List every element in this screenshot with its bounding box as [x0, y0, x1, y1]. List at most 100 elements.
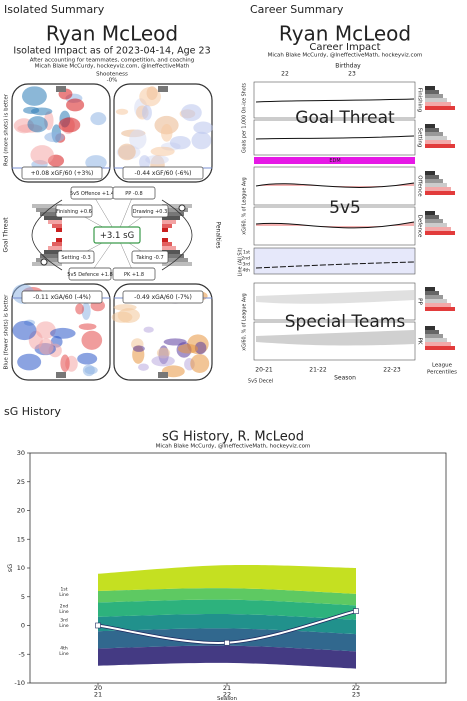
heat-blob [117, 308, 140, 323]
x-tick-label: 22 [223, 691, 231, 699]
x-axis-label: Season [217, 696, 237, 701]
team-label: EDM [329, 158, 340, 164]
heat-blob [143, 326, 154, 333]
distribution-band [162, 250, 180, 254]
component-label-box [55, 204, 93, 218]
center-box [93, 226, 141, 244]
panel-watermark: Special Teams [285, 312, 406, 332]
percentile-bar [425, 342, 451, 346]
heat-blob [169, 135, 191, 150]
percentile-bar [425, 211, 435, 215]
trend-line [255, 135, 415, 140]
percentile-bar [425, 223, 447, 227]
band-label: 1st [61, 587, 68, 593]
percentile-bar [425, 303, 451, 307]
trend-fill [256, 290, 414, 304]
component-label: Taking -0.7 [135, 255, 163, 261]
distribution-band [40, 254, 62, 258]
xgf-label: -0.44 xGF/60 (-6%) [134, 170, 191, 177]
distribution-band [162, 224, 172, 228]
distribution-band [56, 228, 62, 232]
trend-fill [256, 330, 414, 346]
x-tick-label: 21 [94, 691, 102, 699]
y-tick-label: 5 [21, 593, 25, 601]
distribution-band [162, 228, 168, 232]
y-tick-label: 0 [21, 622, 25, 630]
heat-blob [151, 355, 175, 367]
defense-caption: Blue (fewer shots) is better [4, 294, 10, 370]
distribution-band [162, 216, 180, 220]
distribution-band [162, 212, 184, 216]
distribution-curve [161, 199, 193, 271]
x-tick-label: 21 [223, 684, 231, 692]
component-label: 5v5 Defence +1.8 [67, 272, 112, 278]
percentile-bar [425, 140, 451, 144]
heat-blob [118, 143, 136, 161]
percentile-bar [425, 191, 455, 195]
y-axis-label: xG/60, % of League Avg [242, 293, 248, 350]
distribution-band [48, 246, 62, 250]
player-name: Ryan McLeod [46, 22, 178, 46]
heat-blob [177, 344, 198, 354]
percentile-bar [425, 215, 439, 219]
heat-blob [58, 117, 81, 133]
row-frame [253, 119, 416, 156]
quantile-band [98, 645, 356, 669]
x-tick-label: 22-23 [383, 367, 401, 374]
distribution-band [162, 238, 168, 242]
penalties-caption: Penalties [215, 221, 222, 248]
heat-blob [193, 121, 214, 134]
net [56, 86, 66, 92]
heat-blob [77, 352, 98, 365]
heat-blob [160, 124, 173, 142]
percentile-bar [425, 86, 435, 90]
component-label: Finishing +0.6 [56, 209, 92, 215]
component-label: 5v5 Offence +1.4 [70, 191, 114, 197]
band-label: Line [59, 623, 69, 629]
x-tick-label: 20-21 [255, 367, 273, 374]
heat-blob [191, 131, 212, 150]
distribution-band [56, 238, 62, 242]
heat-blob [90, 112, 107, 126]
band-label: Line [59, 609, 69, 615]
heat-blob [66, 98, 85, 112]
credit: Micah Blake McCurdy, @IneffectiveMath, h… [268, 53, 423, 59]
distribution-band [162, 208, 188, 212]
trend-line [255, 98, 415, 103]
y-tick-label: -10 [14, 679, 25, 687]
quantile-band [98, 599, 356, 620]
quantile-band [98, 588, 356, 606]
band-label: Line [59, 651, 69, 657]
quantile-band [98, 564, 356, 594]
heat-blob [138, 363, 149, 371]
team-bar [254, 157, 415, 164]
shooteness-label: Shooteness [96, 72, 128, 78]
percentile-bar [425, 94, 443, 98]
heat-blob [30, 107, 53, 116]
band-label: 3rd [60, 618, 68, 624]
xga-label: -0.49 xGA/60 (-7%) [134, 294, 192, 301]
line-tick-label: 2nd [241, 256, 250, 262]
distribution-band [162, 204, 192, 208]
x-axis-label: Season [334, 375, 356, 382]
section-title: Career Summary [250, 3, 344, 16]
percentile-bar [425, 171, 435, 175]
heat-blob [190, 354, 210, 373]
heat-blob [145, 155, 169, 165]
xgf-label-box [21, 166, 103, 180]
distribution-band [162, 242, 172, 246]
distribution-band [36, 258, 62, 262]
sg-point [95, 622, 101, 629]
percentile-bar [425, 183, 447, 187]
y-axis-label: Goals per 1,000 On-ice Shots [242, 82, 248, 153]
percentile-bar [425, 295, 443, 299]
band-label: Line [59, 592, 69, 598]
heat-blob [21, 86, 47, 106]
distribution-band [162, 262, 192, 266]
line-trend [255, 261, 415, 269]
percentile-caption: League [432, 363, 453, 369]
distribution-band [36, 208, 62, 212]
component-label-box [112, 186, 156, 200]
component-label: PK +1.8 [124, 272, 144, 278]
